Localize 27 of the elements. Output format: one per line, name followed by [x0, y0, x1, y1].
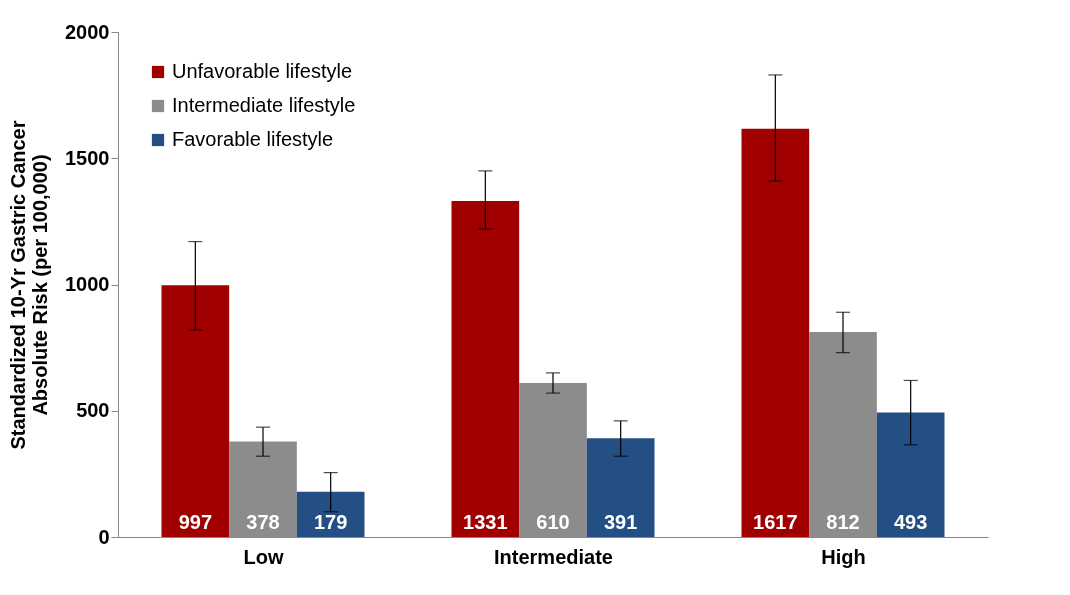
- bar: [741, 128, 810, 537]
- x-tick-label: Low: [243, 545, 284, 568]
- data-label: 1331: [463, 511, 508, 533]
- data-label: 493: [893, 511, 928, 533]
- x-tick-label: High: [821, 545, 866, 568]
- data-label: 610: [536, 511, 570, 533]
- data-label: 1617: [753, 511, 798, 533]
- y-tick-label: 2000: [65, 20, 110, 43]
- bar: [161, 285, 230, 537]
- data-label: 391: [603, 511, 638, 533]
- data-label: 812: [826, 511, 860, 533]
- data-label: 997: [178, 511, 213, 533]
- legend-label: Unfavorable lifestyle: [172, 60, 353, 82]
- y-tick-label: 1000: [65, 273, 110, 295]
- y-tick-label: 0: [98, 525, 110, 548]
- x-tick-label: Intermediate: [494, 545, 613, 568]
- data-label: 378: [246, 511, 280, 533]
- y-tick-label: 500: [76, 399, 110, 422]
- bar: [296, 491, 365, 537]
- y-tick-label: 1500: [65, 146, 110, 169]
- bar: [876, 412, 945, 537]
- bar: [451, 200, 520, 537]
- y-axis-title: Standardized 10-Yr Gastric Cancer Absolute Risk (per 100,000): [7, 120, 52, 450]
- data-label: 179: [313, 511, 348, 533]
- bar: [586, 438, 655, 537]
- legend-label: Intermediate lifestyle: [172, 94, 356, 116]
- legend-label: Favorable lifestyle: [172, 128, 334, 150]
